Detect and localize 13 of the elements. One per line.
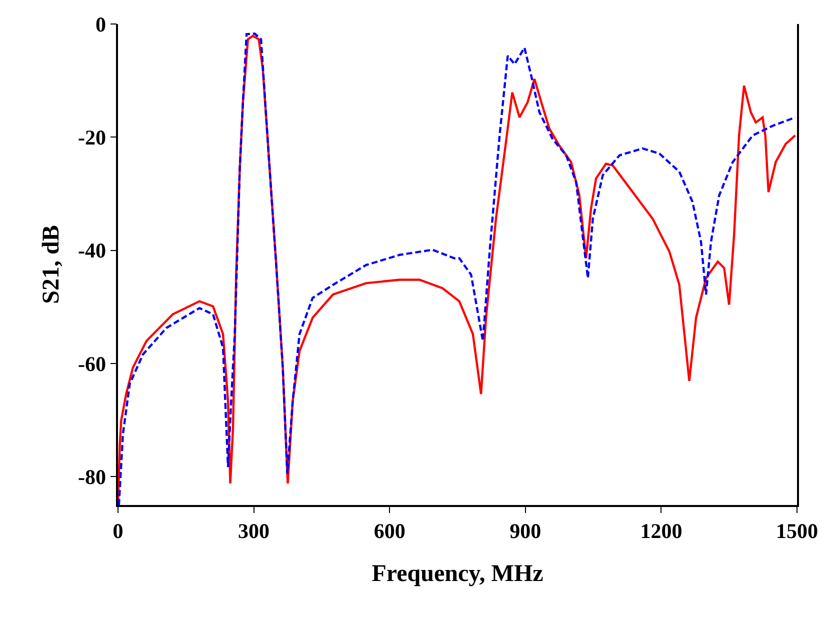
x-tick-label: 900 [510,518,542,543]
y-tick-label: -60 [78,352,106,376]
x-axis-title: Frequency, MHz [372,560,544,587]
y-tick-label: -20 [78,126,106,150]
y-axis-title: S21, dB [38,225,65,304]
y-tick-label: -40 [78,238,106,263]
x-tick-label: 1500 [776,518,818,543]
x-tick-label: 300 [238,518,270,543]
x-tick-label: 600 [374,518,406,543]
x-tick-label: 1200 [640,518,682,543]
x-tick-label: 0 [112,518,124,543]
y-tick-label: 0 [96,12,106,36]
y-tick-label: -80 [78,465,106,490]
